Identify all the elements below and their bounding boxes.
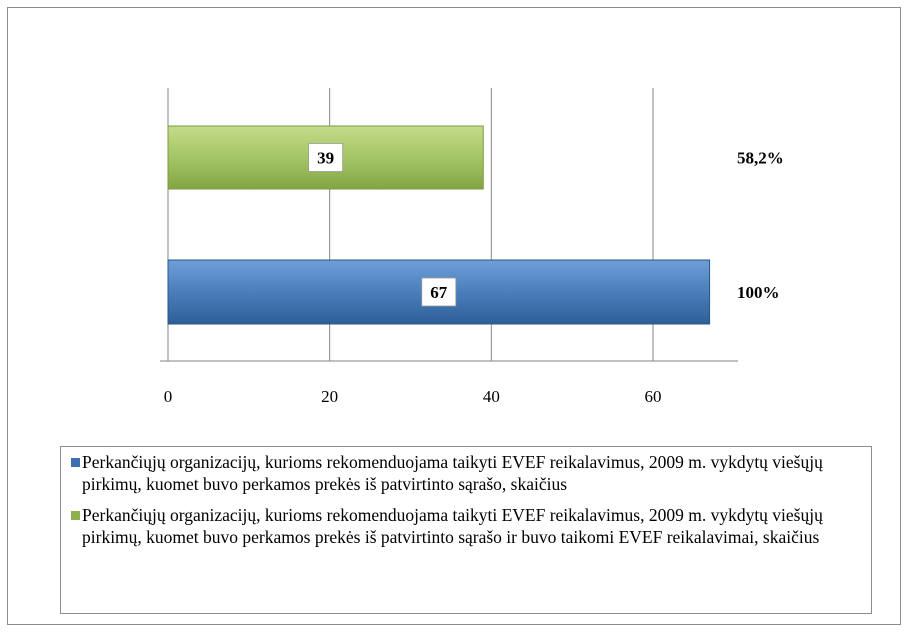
data-label-39: 39	[317, 149, 334, 168]
legend-swatch-green	[71, 511, 80, 520]
legend-label-green: Perkančiųjų organizacijų, kurioms rekome…	[82, 505, 823, 547]
legend-item-green: Perkančiųjų organizacijų, kurioms rekome…	[71, 504, 865, 548]
x-tick-label-20: 20	[321, 387, 338, 406]
percent-label-67: 100%	[737, 283, 780, 302]
x-tick-label-40: 40	[483, 387, 500, 406]
legend-swatch-blue	[71, 458, 80, 467]
percent-label-39: 58,2%	[737, 149, 784, 168]
legend-label-blue: Perkančiųjų organizacijų, kurioms rekome…	[82, 452, 823, 494]
data-label-box-67	[421, 277, 457, 307]
data-label-67: 67	[430, 283, 448, 302]
x-tick-label-0: 0	[164, 387, 173, 406]
x-tick-label-60: 60	[645, 387, 662, 406]
legend-item-blue: Perkančiųjų organizacijų, kurioms rekome…	[71, 451, 865, 495]
bar-chart: 0 20 40 60 39 58,2% 67 100%	[160, 88, 784, 406]
chart-legend: Perkančiųjų organizacijų, kurioms rekome…	[60, 446, 872, 614]
data-label-box-39	[308, 143, 344, 172]
